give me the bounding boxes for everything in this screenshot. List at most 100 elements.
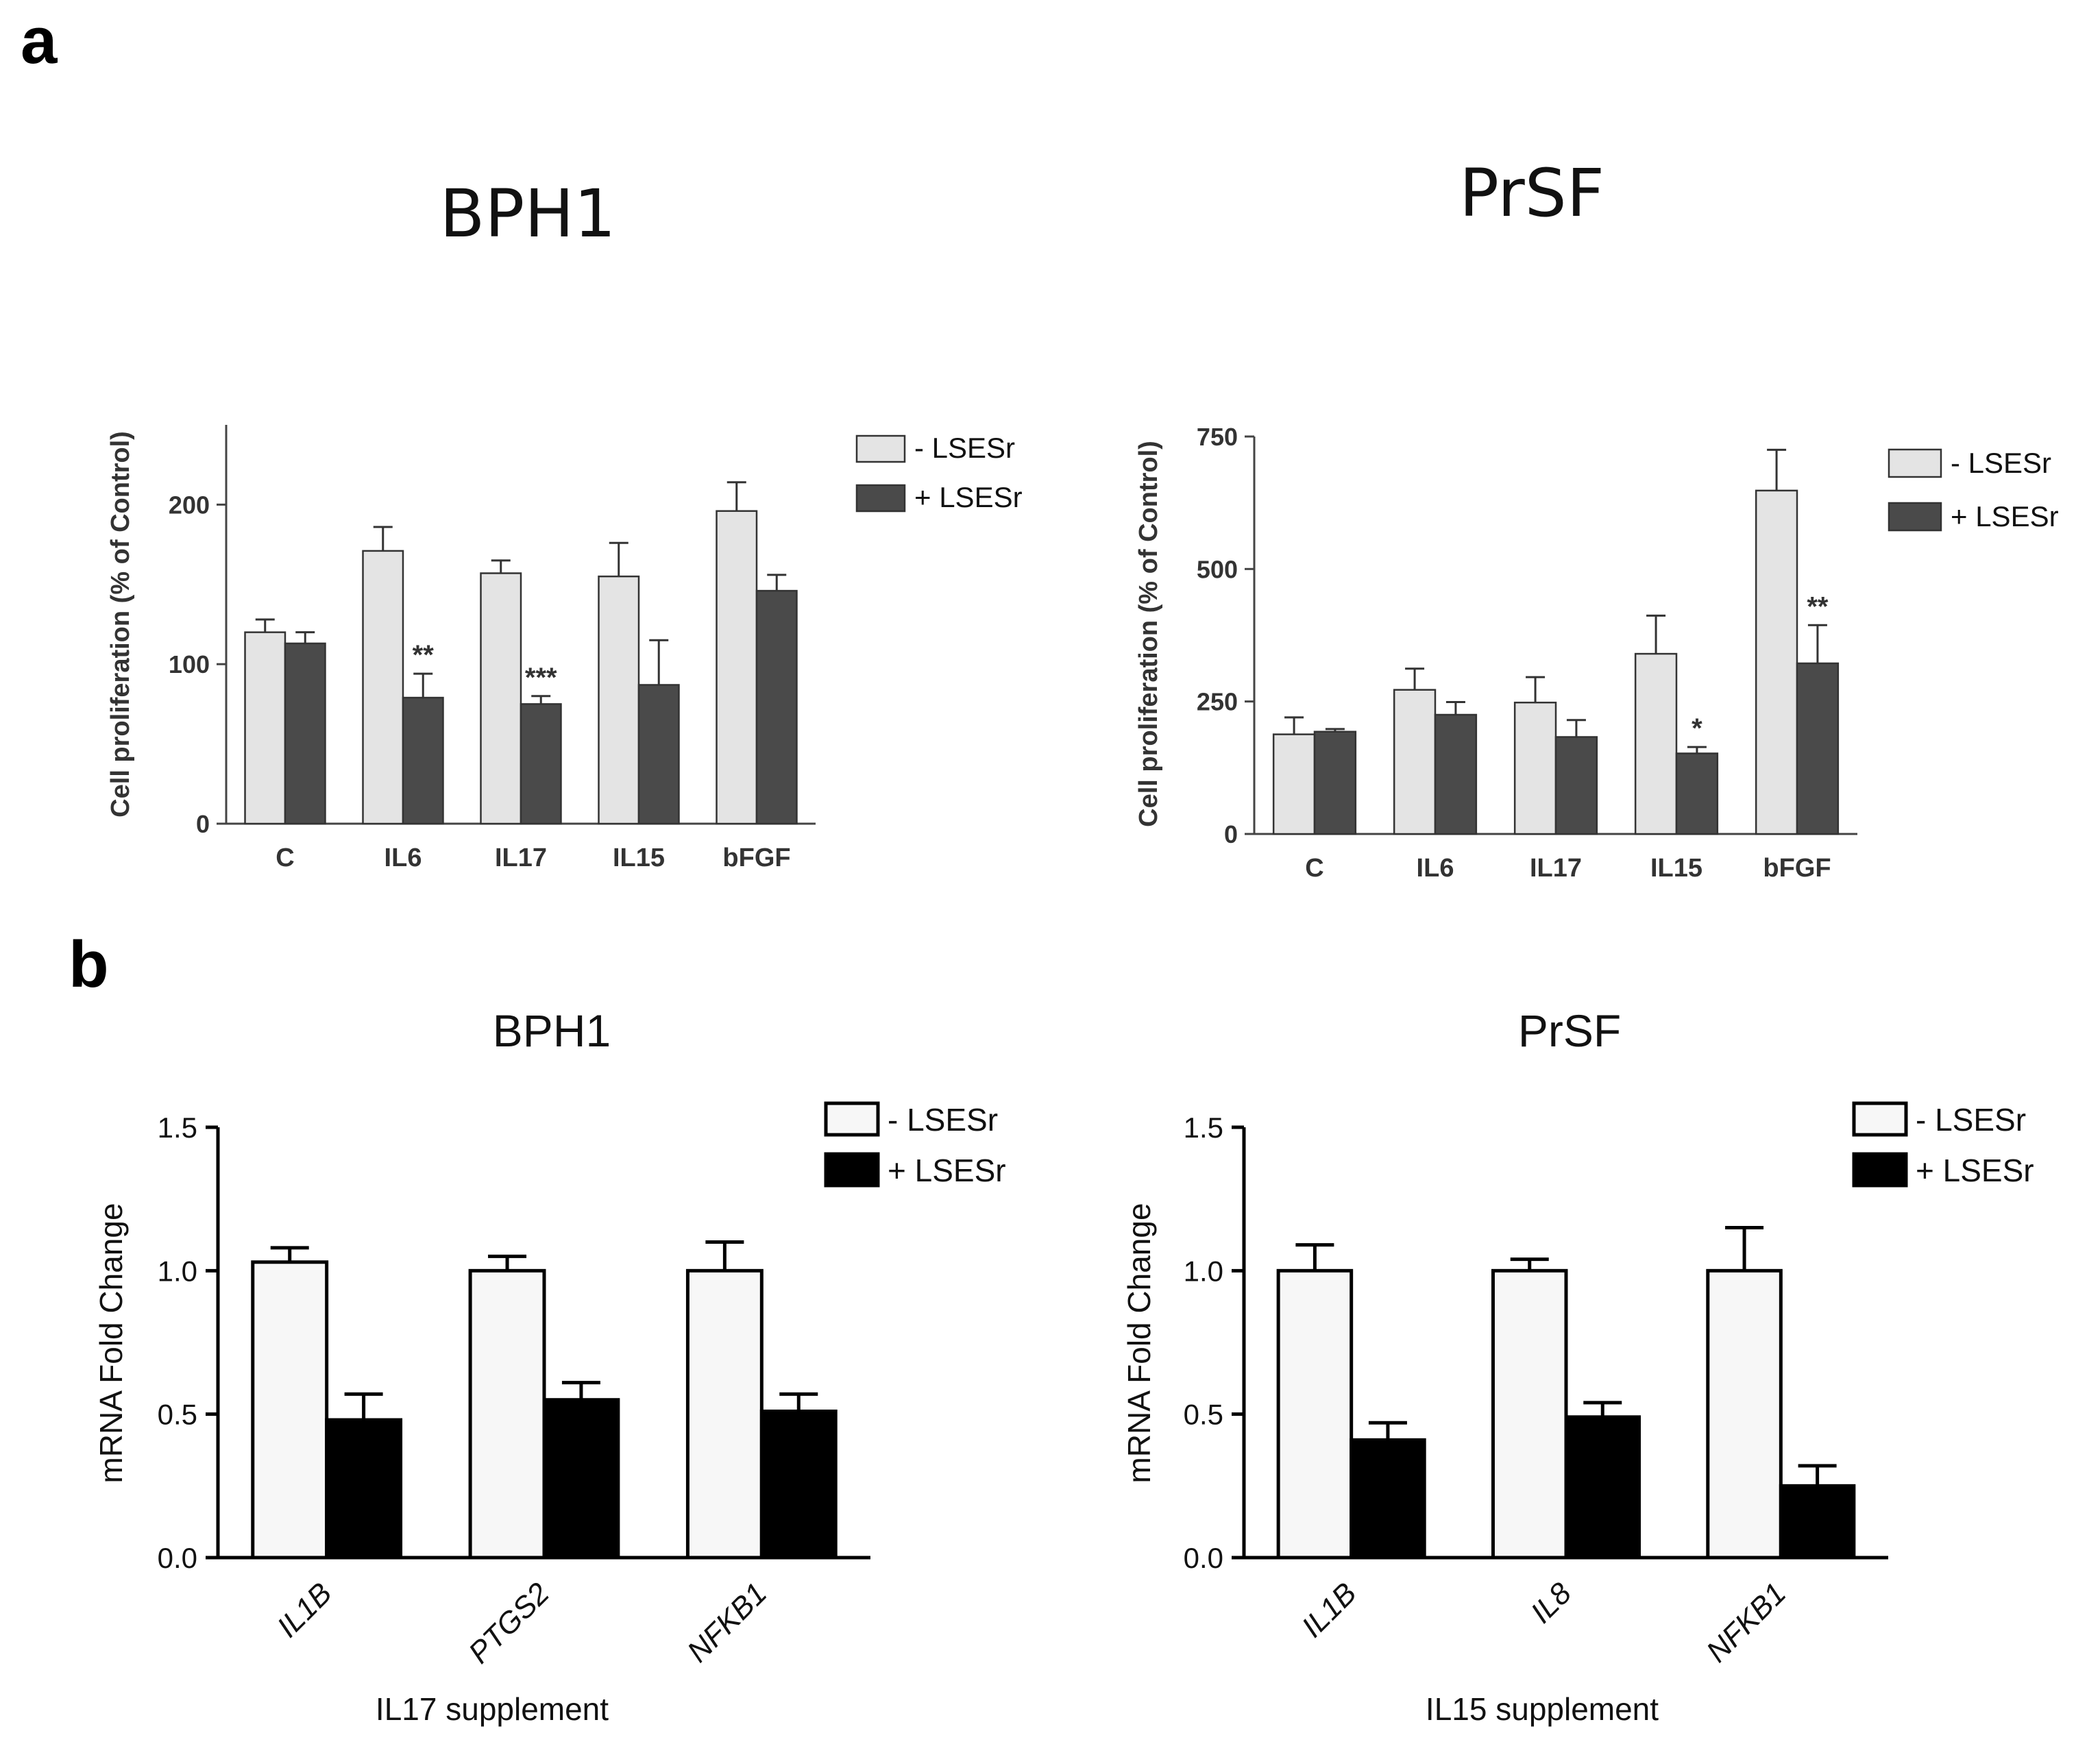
bar-IL1B-series0 bbox=[1276, 1268, 1354, 1560]
legend-label: + LSESr bbox=[914, 481, 1023, 513]
legend-label: - LSESr bbox=[1916, 1102, 2026, 1138]
charts-container: BPH1 0 100 200 Cell proliferation (% of Cont… bbox=[93, 155, 2059, 1727]
legend-swatch bbox=[1852, 1152, 1908, 1188]
x-tick-label: NFKB1 bbox=[681, 1576, 773, 1669]
bar-bFGF-series0 bbox=[716, 510, 758, 825]
x-tick-label: IL6 bbox=[384, 844, 422, 872]
x-axis-label: IL17 supplement bbox=[376, 1691, 609, 1727]
x-tick-label: PTGS2 bbox=[462, 1576, 556, 1670]
bar-NFKB1-series0 bbox=[685, 1268, 764, 1560]
x-tick-label: IL17 bbox=[495, 844, 547, 872]
x-tick-label: NFKB1 bbox=[1700, 1576, 1792, 1669]
legend-label: + LSESr bbox=[1916, 1153, 2034, 1188]
y-tick-label: 1.0 bbox=[1184, 1255, 1223, 1287]
bar-bFGF-series1 bbox=[1796, 662, 1840, 835]
bar-IL17-series1 bbox=[520, 703, 562, 825]
bar-IL8-series1 bbox=[1564, 1415, 1641, 1560]
bar-IL6-series0 bbox=[362, 550, 404, 825]
y-tick-label: 1.5 bbox=[158, 1112, 197, 1144]
legend-swatch bbox=[855, 484, 906, 513]
y-tick-label: 500 bbox=[1197, 555, 1238, 583]
bar-C-series1 bbox=[284, 642, 326, 825]
panel-label-a: a bbox=[21, 4, 58, 77]
bar-IL6-series1 bbox=[402, 696, 444, 825]
legend-label: - LSESr bbox=[914, 432, 1015, 464]
chart-title: PrSF bbox=[1518, 1005, 1621, 1056]
y-axis-label: mRNA Fold Change bbox=[1121, 1203, 1157, 1483]
y-tick-label: 0 bbox=[196, 810, 210, 838]
y-axis-label: Cell proliferation (% of Control) bbox=[1134, 441, 1163, 827]
legend-swatch bbox=[824, 1101, 880, 1137]
x-axis-label: IL15 supplement bbox=[1426, 1691, 1659, 1727]
legend-label: - LSESr bbox=[1951, 447, 2051, 479]
significance-marker: * bbox=[1692, 713, 1702, 744]
y-tick-label: 0.5 bbox=[158, 1399, 197, 1431]
bar-IL1B-series1 bbox=[325, 1418, 403, 1560]
bar-NFKB1-series1 bbox=[759, 1409, 838, 1560]
x-tick-label: IL15 bbox=[613, 844, 665, 872]
chart-title: BPH1 bbox=[493, 1005, 611, 1056]
bar-IL6-series0 bbox=[1393, 689, 1437, 835]
y-tick-label: 750 bbox=[1197, 423, 1238, 451]
legend-swatch bbox=[1888, 448, 1942, 478]
x-tick-label: IL8 bbox=[1524, 1576, 1578, 1630]
legend-label: - LSESr bbox=[888, 1102, 998, 1138]
legend-swatch bbox=[1888, 502, 1942, 532]
x-tick-label: IL15 bbox=[1650, 854, 1702, 883]
y-tick-label: 250 bbox=[1197, 688, 1238, 716]
chart-b1: BPH1 0.0 0.5 1.0 1.5 mRNA Fold Change IL1B PTGS… bbox=[93, 1005, 1006, 1727]
legend-swatch bbox=[855, 434, 906, 463]
x-tick-label: IL1B bbox=[271, 1576, 339, 1644]
x-tick-label: IL6 bbox=[1417, 854, 1454, 883]
significance-marker: *** bbox=[525, 663, 557, 693]
bar-C-series0 bbox=[244, 631, 286, 825]
bar-IL15-series0 bbox=[598, 575, 640, 825]
y-axis-label: mRNA Fold Change bbox=[93, 1203, 129, 1483]
bar-PTGS2-series1 bbox=[542, 1398, 620, 1560]
panel-label-b: b bbox=[69, 928, 109, 1001]
x-tick-label: bFGF bbox=[722, 844, 790, 872]
y-tick-label: 1.5 bbox=[1184, 1112, 1223, 1144]
legend-swatch bbox=[1852, 1101, 1908, 1137]
significance-marker: ** bbox=[1807, 591, 1829, 622]
x-tick-label: bFGF bbox=[1763, 854, 1831, 883]
bar-NFKB1-series1 bbox=[1779, 1484, 1856, 1560]
bar-IL17-series0 bbox=[1513, 701, 1557, 835]
bar-C-series0 bbox=[1272, 733, 1316, 835]
legend-swatch bbox=[824, 1152, 880, 1188]
bar-IL1B-series0 bbox=[251, 1260, 329, 1560]
bar-bFGF-series1 bbox=[755, 589, 798, 825]
y-tick-label: 0.0 bbox=[1184, 1542, 1223, 1574]
x-tick-label: C bbox=[276, 844, 294, 872]
chart-b2: PrSF 0.0 0.5 1.0 1.5 mRNA Fold Change IL1B IL8 N… bbox=[1121, 1005, 2034, 1727]
y-tick-label: 200 bbox=[169, 491, 210, 519]
legend-label: + LSESr bbox=[1951, 500, 2059, 532]
y-tick-label: 1.0 bbox=[158, 1255, 197, 1287]
chart-title: PrSF bbox=[1459, 155, 1604, 232]
x-tick-label: IL17 bbox=[1530, 854, 1582, 883]
y-tick-label: 0 bbox=[1224, 820, 1238, 848]
chart-a1: BPH1 0 100 200 Cell proliferation (% of Cont… bbox=[106, 175, 1023, 872]
y-tick-label: 0.5 bbox=[1184, 1399, 1223, 1431]
significance-marker: ** bbox=[413, 640, 435, 670]
y-tick-label: 0.0 bbox=[158, 1542, 197, 1574]
x-tick-label: IL1B bbox=[1295, 1576, 1363, 1644]
bar-IL6-series1 bbox=[1434, 713, 1478, 835]
bar-IL15-series0 bbox=[1634, 652, 1678, 835]
x-tick-label: C bbox=[1305, 854, 1323, 883]
bar-IL15-series1 bbox=[1675, 752, 1719, 835]
bar-NFKB1-series0 bbox=[1706, 1268, 1783, 1560]
y-axis-label: Cell proliferation (% of Control) bbox=[106, 431, 135, 818]
bar-IL15-series1 bbox=[637, 684, 680, 825]
bar-IL17-series1 bbox=[1554, 736, 1598, 835]
bar-C-series1 bbox=[1313, 730, 1357, 835]
chart-a2: PrSF 0 250 500 750 Cell proliferation (% of C… bbox=[1134, 155, 2059, 883]
bar-IL8-series0 bbox=[1491, 1268, 1568, 1560]
bar-PTGS2-series0 bbox=[468, 1268, 546, 1560]
y-tick-label: 100 bbox=[169, 650, 210, 678]
bar-IL17-series0 bbox=[480, 572, 522, 825]
chart-title: BPH1 bbox=[439, 175, 615, 252]
bar-bFGF-series0 bbox=[1755, 489, 1798, 835]
legend-label: + LSESr bbox=[888, 1153, 1006, 1188]
